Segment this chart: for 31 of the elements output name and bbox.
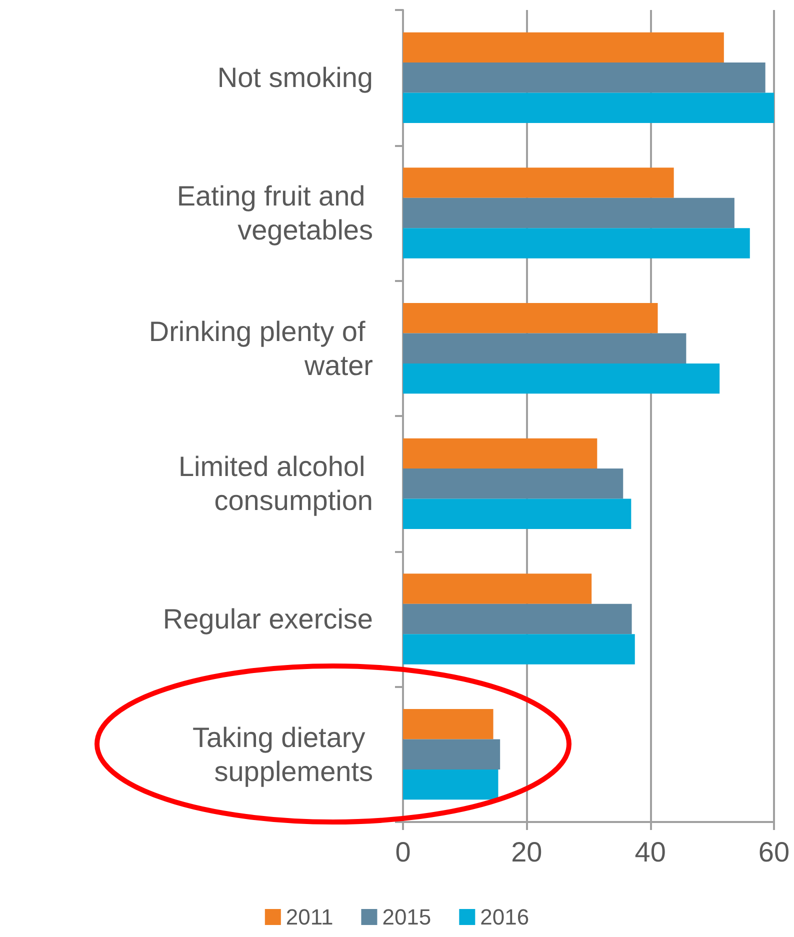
bar: [403, 574, 592, 604]
y-tick-label: Taking dietary supplements: [192, 722, 373, 787]
bar: [403, 468, 624, 499]
bar: [403, 708, 494, 740]
legend-label: 2015: [382, 904, 432, 930]
x-tick-label: 0: [395, 836, 411, 868]
bar: [403, 333, 686, 364]
y-tick-label: Eating fruit and vegetables: [176, 180, 373, 246]
bar: [403, 498, 632, 530]
x-tick-label: 40: [634, 836, 666, 868]
legend-label: 2011: [286, 904, 334, 930]
bar: [403, 438, 598, 469]
bar: [403, 168, 674, 198]
bar: [403, 634, 635, 664]
bar: [403, 92, 774, 124]
bar: [403, 32, 724, 63]
y-tick-label: Regular exercise: [162, 604, 373, 634]
legend-label: 2016: [480, 904, 530, 930]
x-tick-label: 20: [511, 836, 542, 868]
y-tick-label: Limited alcohol consumption: [178, 451, 373, 516]
y-tick-label: Not smoking: [217, 62, 373, 94]
bar: [403, 604, 632, 634]
bar: [403, 769, 498, 800]
bar: [403, 739, 500, 770]
bar: [403, 302, 658, 334]
bar: [403, 62, 766, 93]
bar: [403, 198, 734, 228]
bar: [403, 228, 750, 258]
y-tick-label: Drinking plenty of water: [148, 316, 373, 381]
x-tick-label: 60: [758, 836, 790, 868]
bar: [403, 363, 720, 394]
